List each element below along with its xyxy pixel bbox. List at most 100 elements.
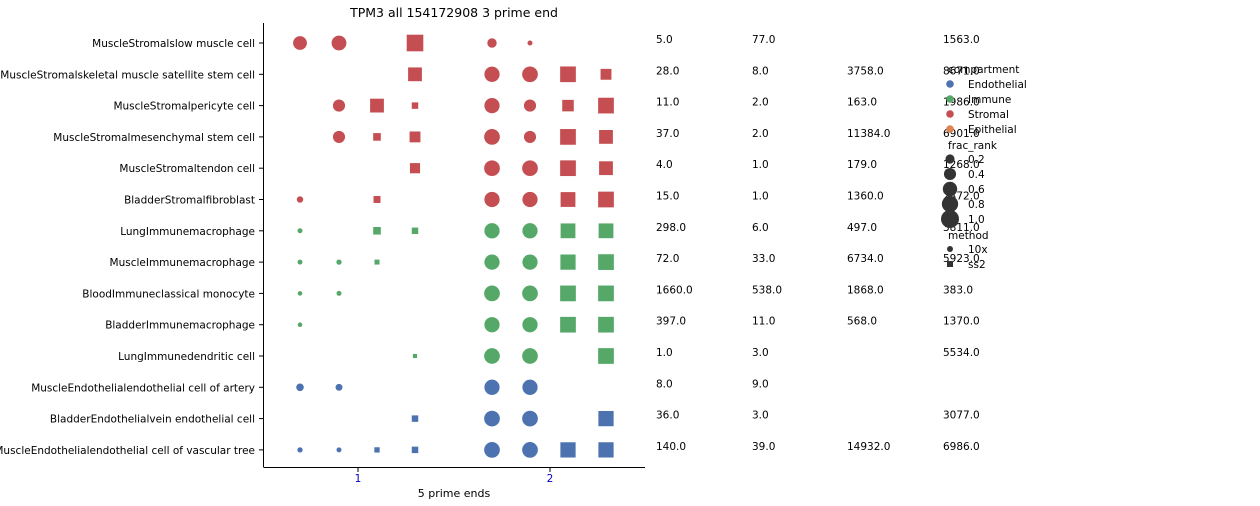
point-10x — [334, 383, 344, 392]
point-ss2 — [559, 284, 577, 302]
point-ss2 — [411, 226, 419, 235]
count-label: 179.0 — [847, 159, 877, 171]
row-label: LungImmunedendritic cell — [118, 351, 255, 363]
legend-title-frac: frac_rank — [948, 140, 998, 152]
point-10x — [483, 410, 501, 428]
row-label: MuscleStromalskeletal muscle satellite s… — [0, 69, 255, 81]
point-10x — [297, 290, 303, 297]
legend-marker-frac — [943, 167, 957, 181]
point-ss2 — [372, 132, 382, 142]
point-10x — [483, 253, 501, 271]
legend-label-compartment: Stromal — [968, 109, 1009, 121]
count-label: 72.0 — [656, 253, 679, 265]
point-ss2 — [411, 414, 419, 423]
count-label: 4.0 — [656, 159, 673, 171]
point-10x — [483, 191, 501, 208]
legend-marker-compartment — [946, 110, 954, 118]
legend-label-method: ss2 — [968, 259, 986, 271]
point-ss2 — [559, 441, 577, 459]
count-label: 3758.0 — [847, 65, 884, 77]
count-label: 5.0 — [656, 34, 673, 46]
row-label: BladderEndothelialvein endothelial cell — [50, 414, 255, 426]
count-label: 8.0 — [752, 65, 769, 77]
count-label: 36.0 — [656, 410, 679, 422]
x-axis-label: 5 prime ends — [418, 487, 491, 500]
point-10x — [521, 65, 539, 83]
point-10x — [521, 379, 539, 396]
legend-label-frac: 1.0 — [968, 214, 985, 226]
count-label: 397.0 — [656, 316, 686, 328]
point-10x — [521, 316, 539, 333]
point-10x — [521, 253, 539, 271]
point-ss2 — [597, 253, 615, 271]
legend-marker-frac — [941, 195, 959, 213]
point-10x — [296, 259, 304, 266]
count-label: 1360.0 — [847, 191, 884, 203]
point-ss2 — [598, 129, 614, 145]
count-label: 2.0 — [752, 97, 769, 109]
legend-label-frac: 0.2 — [968, 154, 985, 166]
count-label: 33.0 — [752, 253, 775, 265]
legend: compartment Endothelial Immune Stromal Epith… — [941, 64, 1027, 271]
point-10x — [295, 382, 305, 392]
point-ss2 — [412, 353, 418, 359]
legend-label-compartment: Immune — [968, 94, 1011, 106]
count-label: 1.0 — [752, 191, 769, 203]
point-ss2 — [411, 101, 419, 110]
point-ss2 — [599, 68, 613, 81]
legend-marker-frac — [942, 181, 958, 197]
point-ss2 — [559, 316, 577, 334]
count-label: 383.0 — [943, 284, 973, 296]
point-ss2 — [597, 191, 615, 208]
point-10x — [297, 321, 303, 328]
count-label: 11384.0 — [847, 128, 890, 140]
point-10x — [483, 316, 501, 333]
count-label: 37.0 — [656, 128, 679, 140]
point-10x — [521, 191, 539, 208]
row-label: MuscleImmunemacrophage — [110, 257, 255, 269]
plot-area: MuscleStromalslow muscle cell MuscleStrom… — [0, 23, 645, 485]
legend-marker-compartment — [946, 125, 954, 133]
row-labels: MuscleStromalslow muscle cell MuscleStrom… — [0, 38, 264, 457]
legend-marker-compartment — [946, 95, 954, 103]
count-label: 298.0 — [656, 222, 686, 234]
count-label: 6.0 — [752, 222, 769, 234]
point-10x — [521, 441, 539, 459]
count-label: 3.0 — [752, 410, 769, 422]
point-10x — [483, 97, 501, 114]
markers — [292, 34, 615, 459]
point-10x — [332, 130, 346, 144]
count-label: 5534.0 — [943, 347, 980, 359]
legend-label-frac: 0.4 — [968, 169, 985, 181]
count-label: 3.0 — [752, 347, 769, 359]
point-10x — [521, 284, 539, 302]
legend-title-compartment: compartment — [948, 64, 1019, 76]
point-ss2 — [598, 160, 614, 176]
point-10x — [483, 159, 501, 177]
point-10x — [523, 98, 537, 113]
point-ss2 — [597, 410, 615, 427]
count-label: 11.0 — [752, 316, 775, 328]
x-tick-label: 1 — [355, 473, 362, 485]
count-label: 1.0 — [752, 159, 769, 171]
count-label: 1.0 — [656, 347, 673, 359]
point-10x — [483, 379, 501, 396]
point-10x — [521, 159, 539, 177]
count-label: 15.0 — [656, 191, 679, 203]
point-10x — [331, 35, 347, 51]
point-10x — [335, 290, 343, 297]
point-ss2 — [409, 162, 421, 174]
count-label: 14932.0 — [847, 441, 890, 453]
point-10x — [486, 37, 498, 49]
count-label: 163.0 — [847, 97, 877, 109]
legend-marker-compartment — [946, 80, 954, 88]
point-ss2 — [411, 446, 419, 454]
point-ss2 — [373, 259, 381, 266]
count-label: 8.0 — [656, 378, 673, 390]
point-10x — [296, 446, 304, 454]
legend-marker-method — [947, 246, 953, 252]
legend-label-method: 10x — [968, 244, 988, 256]
count-label: 3077.0 — [943, 410, 980, 422]
point-ss2 — [597, 316, 615, 334]
count-label: 6734.0 — [847, 253, 884, 265]
